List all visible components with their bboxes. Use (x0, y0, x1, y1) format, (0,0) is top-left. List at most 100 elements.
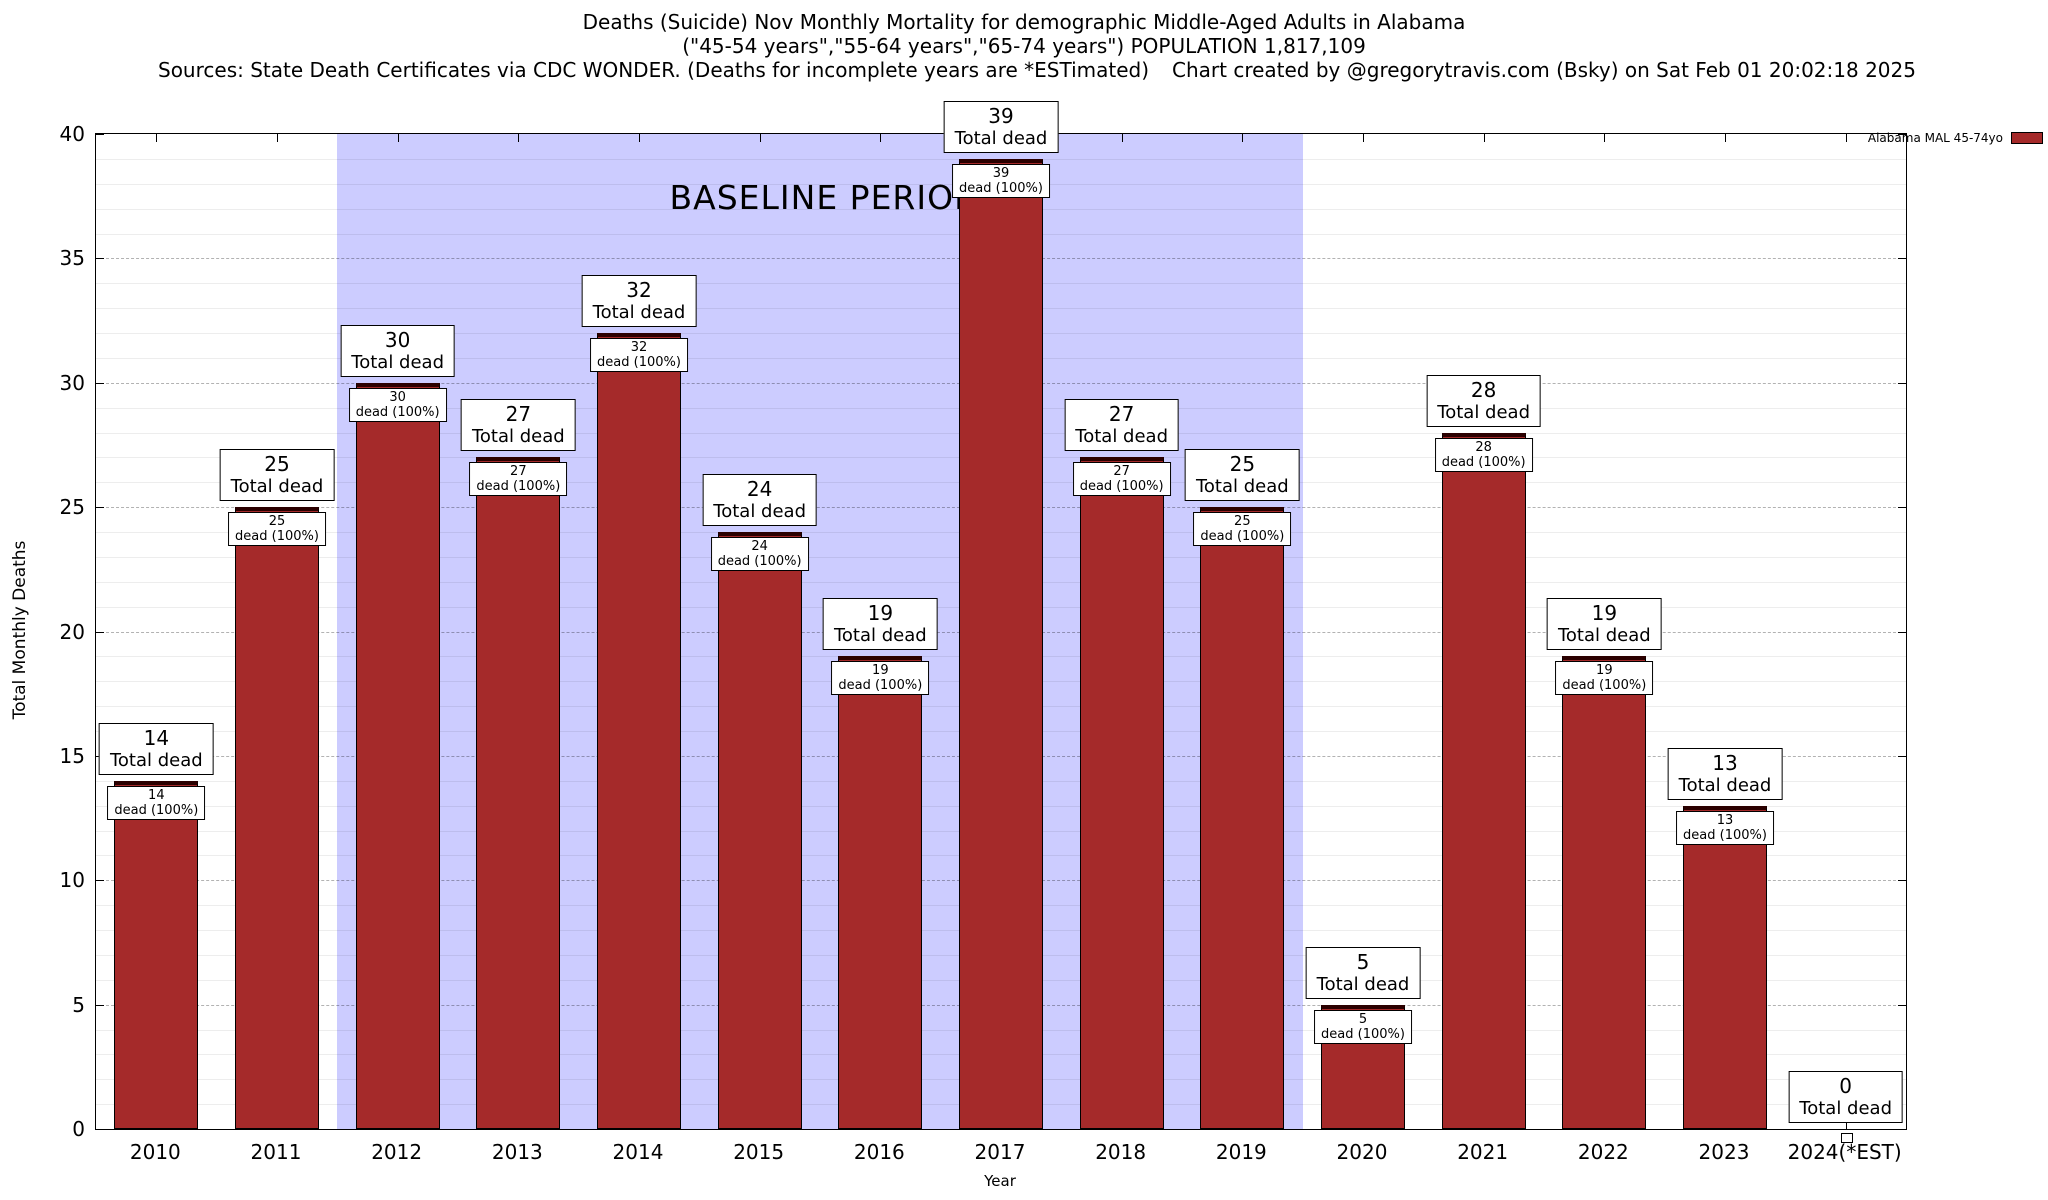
y-tick (1898, 134, 1906, 135)
baseline-period-label: BASELINE PERIOD (669, 178, 981, 217)
bar-value-label: 27 Total dead (1064, 399, 1180, 452)
bar-inner-label: 19 dead (100%) (1555, 661, 1654, 696)
x-tick-label: 2019 (1215, 1140, 1267, 1164)
bar-total-text: Total dead (1557, 625, 1651, 647)
bar-inner-text: dead (100%) (959, 180, 1043, 196)
x-tick (639, 134, 640, 142)
x-tick-label: 2013 (491, 1140, 543, 1164)
bar-inner-value: 13 (1716, 812, 1734, 828)
bar-value-label: 28 Total dead (1426, 374, 1542, 427)
bar-total-text: Total dead (1316, 973, 1410, 995)
x-tick-label: 2018 (1095, 1140, 1147, 1164)
x-tick (1725, 134, 1726, 142)
bar-inner-label: 27 dead (100%) (469, 462, 568, 497)
bar (476, 457, 561, 1129)
x-axis-title: Year (984, 1172, 1016, 1190)
y-tick (96, 382, 104, 384)
bar-inner-label: 19 dead (100%) (831, 661, 930, 696)
y-tick (1898, 631, 1906, 633)
bar-inner-label: 32 dead (100%) (590, 338, 688, 372)
bar-total-value: 30 (384, 327, 411, 352)
x-tick-label: 2015 (733, 1140, 785, 1164)
bar (114, 780, 199, 1129)
y-tick (96, 258, 104, 260)
y-tick (1898, 1004, 1906, 1006)
bar-inner-text: dead (100%) (235, 529, 319, 545)
bar-inner-value: 19 (872, 663, 889, 679)
bar-total-text: Total dead (1075, 426, 1169, 448)
bar-total-text: Total dead (1799, 1098, 1893, 1119)
y-axis-title: Total Monthly Deaths (10, 540, 30, 720)
bar-value-label: 30 Total dead (340, 324, 456, 377)
chart-subtitle: ("45-54 years","55-64 years","65-74 year… (682, 34, 1366, 58)
x-tick (518, 134, 520, 142)
bar-inner-text: dead (100%) (114, 802, 199, 818)
bar (717, 532, 802, 1129)
y-tick-label: 35 (59, 246, 85, 271)
y-tick (96, 1004, 104, 1006)
x-tick (1845, 134, 1847, 142)
bar (1562, 656, 1647, 1129)
bar-inner-text: dead (100%) (1321, 1026, 1405, 1042)
bar-total-value: 19 (1591, 601, 1618, 626)
x-tick (880, 134, 882, 142)
bar-value-label: 32 Total dead (581, 275, 697, 327)
y-tick-label: 15 (59, 743, 85, 768)
bar-total-text: Total dead (471, 426, 565, 448)
y-tick-label: 0 (72, 1117, 85, 1141)
bar-value-label: 39 Total dead (943, 100, 1059, 153)
y-tick (96, 134, 104, 135)
x-tick-label: 2010 (129, 1140, 181, 1164)
x-tick (1363, 134, 1364, 142)
bar-inner-text: dead (100%) (1200, 529, 1285, 545)
y-tick (1898, 755, 1906, 757)
bar-inner-value: 5 (1358, 1011, 1368, 1027)
bar-value-label: 19 Total dead (1546, 598, 1662, 651)
x-tick (156, 134, 158, 142)
y-tick-label: 30 (59, 370, 85, 395)
bar-value-label: 25 Total dead (1184, 449, 1300, 502)
bar-inner-value: 25 (1234, 514, 1251, 530)
bar-inner-text: dead (100%) (1079, 479, 1164, 495)
x-tick-label: 2022 (1577, 1140, 1629, 1164)
bar-inner-value: 14 (148, 787, 165, 803)
x-tick (1483, 134, 1485, 142)
x-tick-label: 2023 (1698, 1140, 1750, 1164)
y-tick (1898, 382, 1906, 384)
bar-inner-value: 32 (630, 340, 648, 355)
x-tick-label: 2016 (853, 1140, 905, 1164)
bar-inner-label: 14 dead (100%) (107, 785, 206, 820)
x-tick (1121, 134, 1123, 142)
y-tick-label: 5 (72, 992, 85, 1017)
bar-inner-label: 24 dead (100%) (710, 537, 809, 571)
bar-inner-value: 30 (389, 389, 406, 405)
x-tick-label: 2021 (1457, 1140, 1509, 1164)
bar-inner-value: 39 (992, 165, 1010, 181)
bar-inner-text: dead (100%) (1683, 827, 1767, 843)
bar-value-label: 27 Total dead (460, 399, 576, 452)
bar-total-text: Total dead (351, 351, 445, 373)
y-tick (96, 880, 104, 882)
y-tick (96, 631, 104, 633)
bar (959, 158, 1043, 1129)
chart-title: Deaths (Suicide) Nov Monthly Mortality f… (582, 10, 1466, 34)
bar-total-text: Total dead (1437, 401, 1531, 423)
bar-total-value: 25 (1229, 452, 1256, 477)
bar-value-label: 14 Total dead (98, 722, 214, 775)
bar-total-text: Total dead (592, 302, 686, 323)
y-tick (1898, 1129, 1906, 1130)
bar-total-text: Total dead (1195, 476, 1289, 498)
bar (1683, 805, 1767, 1129)
bar-value-label: 13 Total dead (1667, 747, 1783, 800)
x-tick-label: 2017 (974, 1140, 1026, 1164)
y-tick (96, 507, 104, 509)
y-tick (96, 1129, 104, 1130)
bar-inner-text: dead (100%) (717, 554, 802, 569)
bar-total-value: 27 (1108, 402, 1135, 427)
bar-total-text: Total dead (833, 625, 927, 647)
bar (235, 507, 319, 1129)
source-note: Sources: State Death Certificates via CD… (158, 58, 1150, 82)
bar-inner-value: 28 (1475, 439, 1492, 455)
bar-total-text: Total dead (954, 127, 1048, 149)
bar-value-label: 24 Total dead (702, 474, 818, 526)
